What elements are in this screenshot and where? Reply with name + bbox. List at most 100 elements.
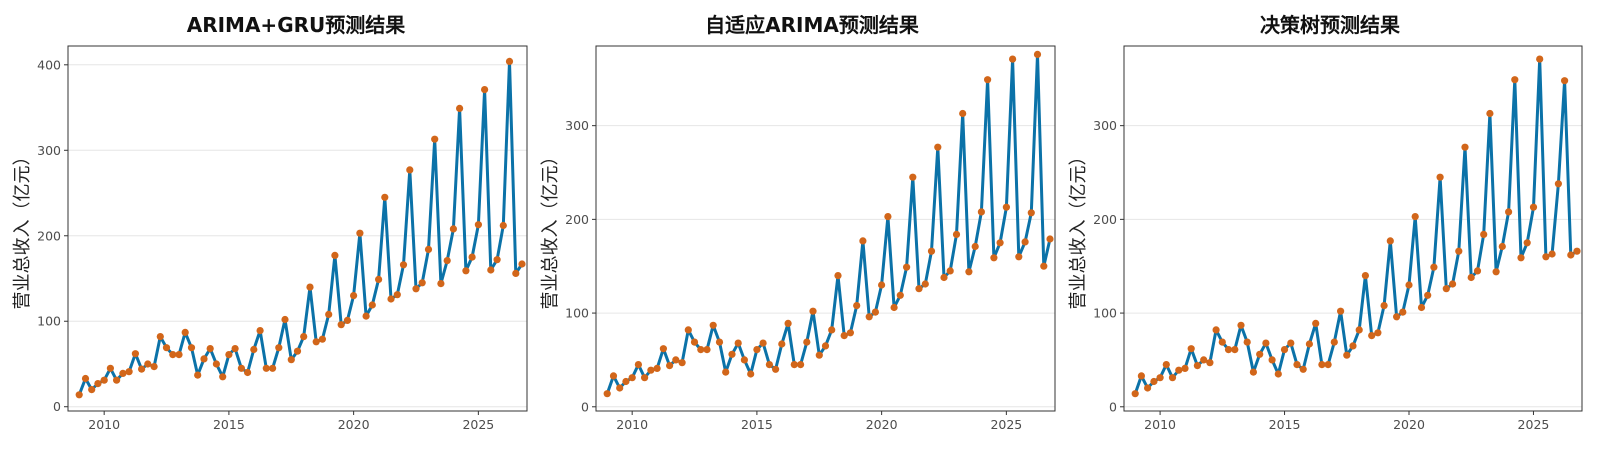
x-tick-label: 2015 — [741, 417, 773, 432]
data-point — [1237, 321, 1245, 329]
data-point — [375, 275, 383, 283]
data-point — [368, 301, 376, 309]
data-point — [772, 365, 780, 373]
data-point — [1411, 213, 1419, 221]
data-point — [1480, 230, 1488, 238]
y-tick-label: 100 — [1093, 306, 1117, 321]
data-point — [940, 273, 948, 282]
x-tick-label: 2010 — [1144, 417, 1176, 432]
data-point — [331, 251, 339, 259]
data-point — [609, 372, 618, 380]
data-point — [237, 364, 245, 372]
data-point — [1386, 237, 1394, 245]
x-tick-label: 2020 — [866, 417, 898, 432]
data-point — [722, 368, 730, 376]
data-point — [119, 369, 127, 377]
data-point — [1033, 50, 1042, 59]
data-point — [1486, 109, 1494, 118]
data-point — [797, 361, 805, 369]
data-point — [915, 285, 923, 293]
data-point — [1243, 338, 1251, 346]
data-point — [647, 366, 655, 374]
data-point — [1355, 326, 1363, 334]
data-point — [1131, 390, 1139, 398]
data-point — [1280, 346, 1289, 354]
data-point — [1536, 55, 1544, 63]
data-point — [840, 332, 848, 340]
data-point — [362, 312, 370, 320]
data-point — [250, 345, 258, 354]
data-point — [1212, 326, 1220, 334]
y-tick-label: 200 — [565, 212, 589, 227]
data-point — [150, 363, 158, 371]
data-point — [1337, 307, 1345, 315]
data-point — [1168, 374, 1177, 382]
y-axis-label: 营业总收入（亿元） — [540, 148, 561, 310]
data-point — [859, 237, 867, 245]
data-point — [678, 359, 686, 367]
data-point — [603, 390, 611, 398]
x-tick-label: 2015 — [1269, 417, 1301, 432]
x-tick-label: 2010 — [88, 417, 120, 432]
data-point — [634, 361, 643, 369]
data-point — [1343, 351, 1351, 359]
data-point — [113, 376, 121, 384]
data-point — [1249, 368, 1257, 376]
data-point — [481, 86, 489, 94]
data-point — [1561, 77, 1569, 85]
data-point — [759, 339, 767, 347]
data-point — [984, 76, 992, 84]
data-point — [169, 351, 177, 359]
data-point — [803, 338, 811, 346]
data-point — [790, 361, 798, 369]
data-point — [1405, 281, 1413, 289]
data-point — [952, 230, 961, 238]
data-point — [1015, 253, 1023, 261]
data-point — [88, 386, 96, 394]
data-point — [462, 267, 470, 275]
data-point — [175, 351, 183, 359]
data-point — [1449, 280, 1457, 288]
data-point — [871, 308, 880, 316]
data-point — [927, 247, 936, 255]
data-point — [1218, 338, 1226, 346]
data-point — [1181, 364, 1189, 372]
y-tick-label: 300 — [37, 143, 61, 158]
y-tick-label: 0 — [581, 399, 589, 414]
data-point — [809, 307, 817, 315]
y-tick-label: 0 — [1109, 399, 1117, 414]
data-point — [865, 313, 873, 321]
data-point — [1150, 377, 1158, 386]
chart-title: 决策树预测结果 — [1260, 13, 1400, 37]
data-point — [815, 351, 823, 359]
data-point — [312, 338, 320, 346]
data-point — [1256, 350, 1264, 358]
data-point — [343, 316, 351, 324]
data-point — [1175, 366, 1183, 374]
data-point — [709, 321, 717, 329]
data-point — [468, 253, 476, 261]
data-point — [187, 344, 196, 352]
data-point — [641, 374, 649, 382]
data-point — [100, 376, 108, 384]
data-point — [269, 364, 277, 372]
data-point — [740, 356, 749, 364]
data-point — [890, 303, 898, 312]
data-point — [318, 335, 326, 343]
data-point — [616, 384, 624, 392]
data-point — [778, 340, 786, 348]
data-point — [728, 350, 736, 358]
data-point — [144, 360, 152, 368]
data-point — [94, 380, 102, 388]
x-tick-label: 2025 — [1518, 417, 1550, 432]
data-point — [996, 239, 1004, 247]
data-point — [934, 143, 942, 151]
data-point — [690, 338, 699, 346]
data-point — [262, 364, 270, 372]
data-point — [1517, 254, 1525, 262]
data-point — [1511, 76, 1519, 84]
data-point — [1361, 272, 1369, 280]
data-point — [684, 326, 692, 334]
data-point — [1200, 356, 1208, 364]
